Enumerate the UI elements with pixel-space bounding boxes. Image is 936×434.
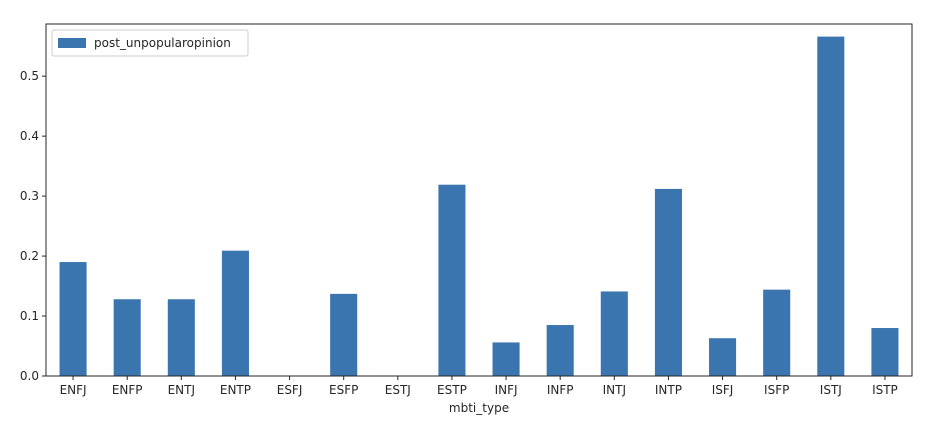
x-tick-label-intj: INTJ: [603, 383, 626, 397]
x-tick-label-estp: ESTP: [437, 383, 467, 397]
y-tick-label: 0.2: [20, 249, 39, 263]
bar-esfp: [330, 293, 358, 376]
x-axis-title: mbti_type: [449, 401, 509, 415]
bar-infj: [492, 342, 520, 376]
bar-infp: [546, 325, 574, 376]
x-axis: ENFJ ENFP ENTJ ENTP ESFJ ESFP ESTJ ESTP INFJ INFP…: [60, 376, 898, 397]
plot-frame: [45, 23, 913, 377]
x-tick-label-infp: INFP: [547, 383, 574, 397]
bar-entp: [221, 250, 249, 376]
x-tick-label-entp: ENTP: [220, 383, 251, 397]
bar-intp: [654, 188, 682, 376]
bar-enfp: [113, 299, 141, 376]
bar-enfj: [59, 262, 87, 376]
x-tick-label-enfj: ENFJ: [60, 383, 87, 397]
y-tick-label: 0.3: [20, 189, 39, 203]
x-tick-label-istj: ISTJ: [820, 383, 842, 397]
x-tick-label-entj: ENTJ: [168, 383, 195, 397]
x-tick-label-esfp: ESFP: [329, 383, 358, 397]
x-tick-label-intp: INTP: [655, 383, 682, 397]
y-axis: 0.0 0.1 0.2 0.3 0.4 0.5: [20, 69, 46, 383]
x-tick-label-esfj: ESFJ: [277, 383, 303, 397]
bar-istp: [871, 328, 899, 376]
bar-isfp: [763, 289, 791, 376]
x-tick-label-estj: ESTJ: [385, 383, 411, 397]
legend-box: [51, 29, 249, 57]
legend-label: post_unpopularopinion: [94, 36, 231, 50]
bar-intj: [600, 291, 628, 376]
x-tick-label-isfj: ISFJ: [712, 383, 734, 397]
bar-estp: [438, 184, 466, 376]
bar-isfj: [709, 338, 737, 376]
y-tick-label: 0.0: [20, 369, 39, 383]
legend-swatch: [58, 38, 86, 48]
y-tick-label: 0.5: [20, 69, 39, 83]
x-tick-label-isfp: ISFP: [764, 383, 789, 397]
bar-entj: [167, 299, 195, 376]
x-tick-label-enfp: ENFP: [112, 383, 143, 397]
y-tick-label: 0.4: [20, 129, 39, 143]
y-tick-label: 0.1: [20, 309, 39, 323]
x-tick-label-istp: ISTP: [872, 383, 898, 397]
bar-istj: [817, 36, 845, 377]
legend: post_unpopularopinion: [51, 29, 249, 57]
x-tick-label-infj: INFJ: [495, 383, 518, 397]
bars-group: [59, 36, 899, 377]
